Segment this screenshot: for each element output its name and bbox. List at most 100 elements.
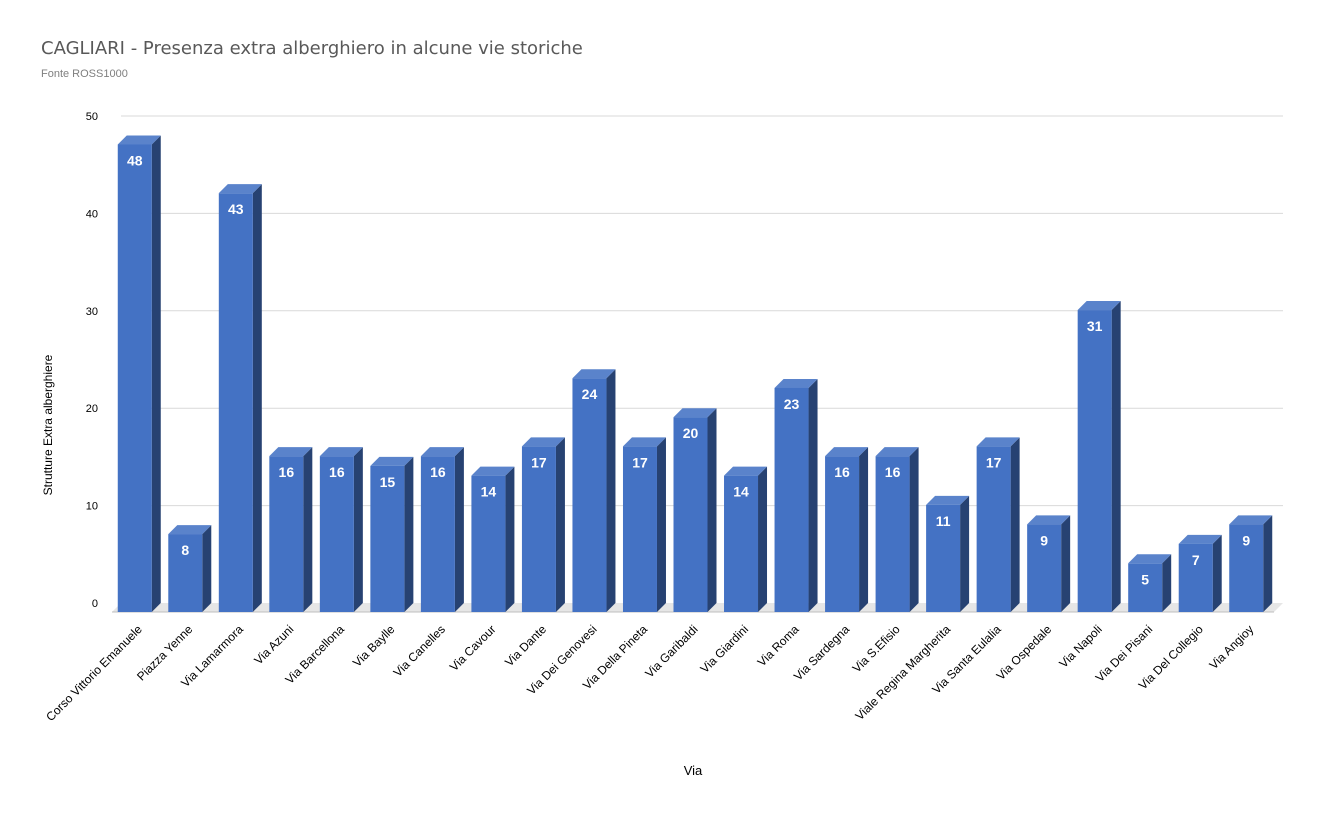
bar: [673, 408, 717, 612]
bar-front: [976, 446, 1011, 612]
bar-top: [168, 525, 212, 535]
bar-top: [521, 437, 565, 447]
x-tick-label: Corso Vittorio Emanuele: [43, 622, 145, 724]
bar: [1128, 554, 1172, 612]
bar-front: [420, 456, 455, 612]
bar: [218, 184, 262, 612]
bar-side: [303, 447, 313, 612]
data-label: 23: [784, 396, 800, 412]
bar: [1229, 515, 1273, 612]
data-label: 14: [733, 484, 749, 500]
bar-side: [1061, 515, 1071, 612]
bar: [572, 369, 616, 612]
data-label: 14: [481, 484, 497, 500]
y-tick-label: 10: [86, 501, 98, 513]
x-tick-label: Viale Regina Margherita: [852, 622, 953, 723]
data-label: 31: [1087, 318, 1103, 334]
bar: [471, 466, 515, 612]
bar-top: [319, 447, 363, 457]
bar: [976, 437, 1020, 612]
x-tick-label: Via Azuni: [251, 622, 296, 667]
bar: [168, 525, 212, 612]
bar-top: [673, 408, 717, 418]
bar-side: [1010, 437, 1020, 612]
bar-top: [825, 447, 869, 457]
bar-top: [471, 466, 515, 476]
data-label: 48: [127, 152, 143, 168]
x-tick-label: Via Roma: [755, 622, 802, 669]
bar-side: [404, 456, 414, 612]
y-tick-label: 50: [86, 111, 98, 123]
x-tick-label: Via Napoli: [1056, 622, 1104, 670]
data-label: 9: [1040, 532, 1048, 548]
bar-front: [319, 456, 354, 612]
bar-top: [926, 495, 970, 505]
bar-front: [168, 534, 203, 612]
bar-side: [505, 466, 515, 612]
bar-top: [1077, 301, 1121, 311]
bar-front: [572, 378, 607, 612]
x-tick-label: Via Cavour: [447, 622, 499, 674]
data-label: 16: [279, 464, 295, 480]
chart-title: CAGLIARI - Presenza extra alberghiero in…: [41, 38, 583, 59]
data-label: 9: [1242, 532, 1250, 548]
bar-side: [606, 369, 616, 612]
bar-top: [724, 466, 768, 476]
bar-top: [1128, 554, 1172, 564]
bar-front: [926, 504, 961, 612]
bar: [1077, 301, 1121, 612]
bar-top: [370, 456, 414, 466]
bar: [875, 447, 919, 612]
bar-top: [976, 437, 1020, 447]
bar-front: [1077, 310, 1112, 612]
bar-top: [117, 135, 161, 145]
bar: [420, 447, 464, 612]
bar-top: [622, 437, 666, 447]
bar-top: [774, 378, 818, 388]
bar-top: [269, 447, 313, 457]
bar: [117, 135, 161, 613]
y-axis-label: Strutture Extra alberghiere: [41, 354, 55, 495]
x-tick-label: Via Dante: [502, 622, 549, 669]
bar-side: [808, 378, 818, 612]
bar-front: [370, 465, 405, 612]
bar-side: [202, 525, 212, 612]
y-tick-label: 0: [92, 598, 98, 610]
data-label: 11: [936, 513, 951, 529]
bar-side: [1263, 515, 1273, 612]
bar-front: [117, 144, 152, 613]
data-label: 20: [683, 425, 699, 441]
bar-front: [825, 456, 860, 612]
data-label: 17: [531, 454, 547, 470]
bar-front: [1229, 524, 1264, 612]
bar-top: [1229, 515, 1273, 525]
bar-front: [269, 456, 304, 612]
data-label: 43: [228, 201, 244, 217]
y-tick-label: 20: [86, 403, 98, 415]
bar-front: [521, 446, 556, 612]
bar-front: [724, 475, 759, 612]
data-label: 5: [1141, 571, 1149, 587]
data-label: 16: [329, 464, 345, 480]
bar-side: [555, 437, 565, 612]
x-tick-label: Via Canelles: [391, 622, 448, 679]
bar-front: [673, 417, 708, 612]
x-tick-label: Via Baylle: [350, 622, 398, 670]
bar: [724, 466, 768, 612]
bar-front: [471, 475, 506, 612]
bar-front: [218, 193, 253, 612]
bar: [521, 437, 565, 612]
bar: [926, 495, 970, 612]
chart-subtitle: Fonte ROSS1000: [41, 68, 128, 80]
bar-side: [1212, 534, 1222, 612]
bar-front: [1027, 524, 1062, 612]
bar-front: [1178, 543, 1213, 612]
bar-side: [909, 447, 919, 612]
bar-top: [420, 447, 464, 457]
bar-front: [1128, 563, 1163, 612]
x-tick-label: Via Garibaldi: [642, 622, 700, 680]
bar-side: [758, 466, 768, 612]
bar-side: [454, 447, 464, 612]
x-axis-label: Via: [684, 763, 703, 778]
